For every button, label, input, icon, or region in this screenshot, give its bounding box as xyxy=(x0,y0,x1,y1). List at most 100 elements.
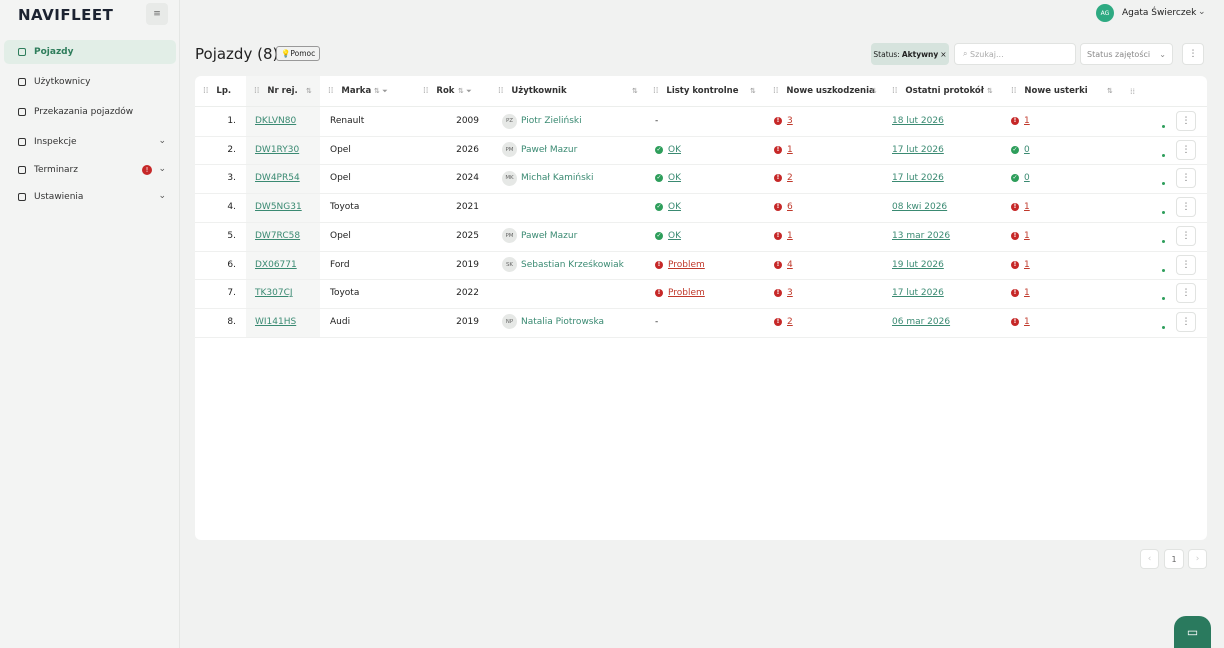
checklist-cell: ✓ OK xyxy=(655,164,681,192)
defects-link[interactable]: 1 xyxy=(1024,259,1030,270)
user-link[interactable]: Paweł Mazur xyxy=(521,144,578,155)
sort-icon[interactable]: ⇅ xyxy=(750,87,756,95)
defects-link[interactable]: 1 xyxy=(1024,230,1030,241)
sort-icon[interactable]: ⇅ xyxy=(632,87,638,95)
defects-link[interactable]: 0 xyxy=(1024,173,1030,184)
checklist-link[interactable]: OK xyxy=(668,173,681,184)
make: Opel xyxy=(330,173,351,184)
damages-link[interactable]: 4 xyxy=(787,259,793,270)
checklist-link[interactable]: OK xyxy=(668,144,681,155)
checklist-link[interactable]: OK xyxy=(668,230,681,241)
make: Audi xyxy=(330,316,351,327)
filter-remove[interactable]: × xyxy=(940,49,947,59)
status-select[interactable]: Status zajętości ⌄ xyxy=(1080,43,1173,65)
user-link[interactable]: Sebastian Krześkowiak xyxy=(521,259,624,270)
user-menu-chevron[interactable]: ⌄ xyxy=(1198,7,1206,17)
collapse-button[interactable]: ≡ xyxy=(146,3,168,25)
row-menu-button[interactable]: ⋮ xyxy=(1176,168,1196,189)
checklist-cell: ! Problem xyxy=(655,279,705,307)
checklist-link[interactable]: OK xyxy=(668,202,681,213)
protocol-link[interactable]: 18 lut 2026 xyxy=(892,116,944,126)
damages-link[interactable]: 2 xyxy=(787,173,793,184)
search-input[interactable]: ⌕ Szukaj... xyxy=(954,43,1076,65)
protocol-link[interactable]: 17 lut 2026 xyxy=(892,144,944,155)
row-menu-button[interactable]: ⋮ xyxy=(1176,225,1196,246)
defects-link[interactable]: 1 xyxy=(1024,316,1030,327)
make-cell: Toyota xyxy=(330,279,359,307)
row-menu-button[interactable]: ⋮ xyxy=(1176,111,1196,131)
row-menu-button[interactable]: ⋮ xyxy=(1176,254,1196,275)
damages-link[interactable]: 3 xyxy=(787,288,793,299)
nav-item[interactable]: Terminarz ⌄! xyxy=(4,158,176,182)
user-name[interactable]: Agata Świerczek xyxy=(1122,8,1197,18)
column-header: ⁞⁞ Użytkownik xyxy=(498,76,567,106)
user-link[interactable]: Natalia Piotrowska xyxy=(521,316,605,327)
damages-link[interactable]: 2 xyxy=(787,316,793,327)
logo[interactable]: NAVIFLEET xyxy=(18,6,114,24)
user-avatar[interactable]: AG xyxy=(1096,4,1114,22)
defects-link[interactable]: 1 xyxy=(1024,202,1030,213)
damages-link[interactable]: 1 xyxy=(787,144,793,155)
nav-icon xyxy=(18,48,26,56)
sort-icon[interactable]: ⇅ ⏷ xyxy=(458,87,472,95)
protocol-link[interactable]: 17 lut 2026 xyxy=(892,288,944,299)
defects-link[interactable]: 1 xyxy=(1024,288,1030,299)
sort-icon[interactable]: ⇅ xyxy=(306,87,312,95)
filter-chip[interactable]: Status: Aktywny × xyxy=(871,43,949,65)
checklist-link[interactable]: Problem xyxy=(668,259,705,270)
damages-link[interactable]: 3 xyxy=(787,116,793,126)
help-button[interactable]: 💡 Pomoc xyxy=(276,46,321,61)
lp-cell: 2. xyxy=(227,144,236,155)
more-button[interactable]: ⋮ xyxy=(1182,43,1204,65)
user-link[interactable]: Michał Kamiński xyxy=(521,173,594,184)
protocol-link[interactable]: 13 mar 2026 xyxy=(892,230,951,241)
nav-item[interactable]: Użytkownicy xyxy=(4,70,176,94)
nav-label: Inspekcje xyxy=(34,137,77,147)
row-menu-button[interactable]: ⋮ xyxy=(1176,283,1196,304)
nav-item[interactable]: Ustawienia ⌄ xyxy=(4,185,176,209)
defect-icon: ✓ xyxy=(1011,174,1019,183)
plate-link[interactable]: DKLVN80 xyxy=(255,116,297,126)
sort-icon[interactable]: ⇅ xyxy=(1107,87,1113,95)
nav-item[interactable]: Przekazania pojazdów xyxy=(4,100,176,124)
header-divider xyxy=(195,106,1207,107)
protocol-link[interactable]: 08 kwi 2026 xyxy=(892,202,948,213)
protocol-link[interactable]: 17 lut 2026 xyxy=(892,173,944,184)
next-page[interactable]: › xyxy=(1188,549,1207,569)
protocol-link[interactable]: 06 mar 2026 xyxy=(892,316,951,327)
sort-icon[interactable]: ⇅ ⏷ xyxy=(374,87,388,95)
plate-link[interactable]: TK307CJ xyxy=(255,288,293,299)
user-link[interactable]: Paweł Mazur xyxy=(521,230,578,241)
page-number[interactable]: 1 xyxy=(1164,549,1184,569)
plate-link[interactable]: DX06771 xyxy=(255,259,297,270)
plate-link[interactable]: DW7RC58 xyxy=(255,230,301,241)
year: 2026 xyxy=(456,144,479,155)
drag-handle: ⁞⁞ xyxy=(773,86,779,96)
plate-link[interactable]: DW4PR54 xyxy=(255,173,300,184)
damages-link[interactable]: 6 xyxy=(787,202,793,213)
checklist-link[interactable]: Problem xyxy=(668,288,705,299)
status-icon: ✓ xyxy=(655,203,663,212)
defects-link[interactable]: 1 xyxy=(1024,116,1030,126)
nav-item[interactable]: Inspekcje ⌄ xyxy=(4,130,176,154)
plate-link[interactable]: DW5NG31 xyxy=(255,202,302,213)
user-link[interactable]: Piotr Zieliński xyxy=(521,116,582,126)
damages-link[interactable]: 1 xyxy=(787,230,793,241)
chat-button[interactable]: ▭ xyxy=(1174,616,1211,648)
row-menu-button[interactable]: ⋮ xyxy=(1176,139,1196,160)
nav-item[interactable]: Pojazdy xyxy=(4,40,176,64)
page-title: Pojazdy (8) xyxy=(195,45,279,63)
status-select-label: Status zajętości xyxy=(1087,49,1151,59)
defects-link[interactable]: 0 xyxy=(1024,144,1030,155)
sort-icon[interactable]: ⇅ xyxy=(871,87,877,95)
row-menu-button[interactable]: ⋮ xyxy=(1176,311,1196,332)
protocol-link[interactable]: 19 lut 2026 xyxy=(892,259,944,270)
checklist-cell: - xyxy=(655,308,658,336)
row-menu-button[interactable]: ⋮ xyxy=(1176,197,1196,218)
sort-icon[interactable]: ⇅ xyxy=(987,87,993,95)
prev-page[interactable]: ‹ xyxy=(1140,549,1159,569)
drag-handle: ⁞⁞ xyxy=(892,86,898,96)
plate-link[interactable]: WI141HS xyxy=(255,316,297,327)
plate-link[interactable]: DW1RY30 xyxy=(255,144,300,155)
